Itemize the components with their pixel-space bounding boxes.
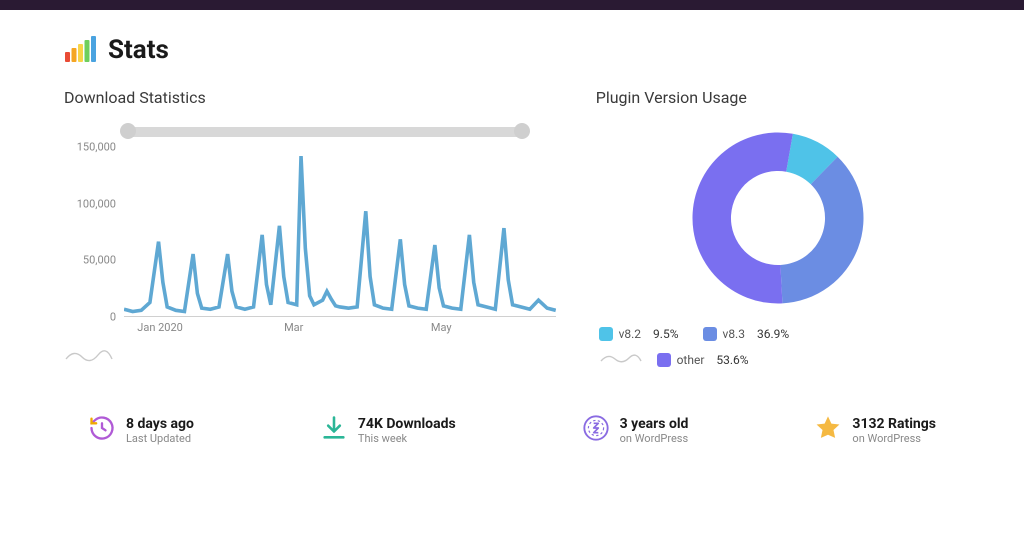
legend-label: v8.2 bbox=[619, 327, 641, 341]
y-tick-label: 150,000 bbox=[77, 141, 116, 154]
legend-value: 53.6% bbox=[716, 353, 748, 367]
legend-swatch bbox=[599, 327, 613, 341]
legend-swatch bbox=[657, 353, 671, 367]
stat-age: 3 years old on WordPress bbox=[582, 414, 689, 446]
legend-swatch bbox=[703, 327, 717, 341]
donut-slice[interactable] bbox=[692, 133, 792, 304]
y-tick-label: 100,000 bbox=[77, 197, 116, 210]
y-tick-label: 0 bbox=[110, 311, 116, 324]
legend-item[interactable]: other 53.6% bbox=[657, 353, 749, 367]
slider-handle-left[interactable] bbox=[120, 123, 136, 139]
legend-value: 9.5% bbox=[653, 327, 678, 341]
donut-legend: v8.2 9.5% v8.3 36.9% other 53.6% bbox=[599, 327, 958, 368]
stat-ratings: 3132 Ratings on WordPress bbox=[814, 414, 936, 446]
x-tick-label: Jan 2020 bbox=[137, 321, 183, 334]
download-line-chart: 050,000100,000150,000 Jan 2020MarMay bbox=[64, 147, 556, 347]
stat-sub: This week bbox=[358, 432, 456, 445]
y-tick-label: 50,000 bbox=[83, 254, 116, 267]
legend-label: other bbox=[677, 353, 705, 367]
stat-downloads: 74K Downloads This week bbox=[320, 414, 456, 446]
stats-bars-icon bbox=[64, 34, 98, 66]
stat-value: 3 years old bbox=[620, 416, 689, 432]
star-icon bbox=[814, 414, 842, 446]
stat-sub: Last Updated bbox=[126, 432, 194, 445]
legend-value: 36.9% bbox=[757, 327, 789, 341]
donut-slice[interactable] bbox=[780, 157, 863, 304]
version-donut-chart: v8.2 9.5% v8.3 36.9% other 53.6% bbox=[596, 123, 960, 368]
time-range-slider[interactable] bbox=[124, 123, 526, 137]
y-axis: 050,000100,000150,000 bbox=[64, 147, 122, 317]
legend-item[interactable]: v8.3 36.9% bbox=[703, 327, 790, 341]
x-tick-label: May bbox=[431, 321, 452, 334]
summary-stats-row: 8 days ago Last Updated 74K Downloads Th… bbox=[64, 414, 960, 446]
plot-area bbox=[124, 147, 556, 317]
legend-item[interactable]: v8.2 9.5% bbox=[599, 327, 679, 341]
mini-overview-icon bbox=[599, 351, 643, 368]
top-bar bbox=[0, 0, 1024, 10]
hourglass-icon bbox=[582, 414, 610, 446]
download-stats-title: Download Statistics bbox=[64, 88, 556, 107]
charts-row: Download Statistics 0 50,000 100,000 150,00… bbox=[64, 88, 960, 368]
mini-overview-icon bbox=[64, 347, 556, 367]
stat-last-updated: 8 days ago Last Updated bbox=[88, 414, 194, 446]
stat-value: 8 days ago bbox=[126, 416, 194, 432]
legend-label: v8.3 bbox=[723, 327, 745, 341]
history-icon bbox=[88, 414, 116, 446]
stat-sub: on WordPress bbox=[620, 432, 689, 445]
stat-value: 3132 Ratings bbox=[852, 416, 936, 432]
stat-sub: on WordPress bbox=[852, 432, 936, 445]
content: Stats Download Statistics 0 50,000 100,000… bbox=[0, 10, 1024, 446]
download-stats-panel: Download Statistics 0 50,000 100,000 150,00… bbox=[64, 88, 556, 368]
stat-value: 74K Downloads bbox=[358, 416, 456, 432]
slider-track bbox=[124, 127, 526, 137]
version-usage-title: Plugin Version Usage bbox=[596, 88, 960, 107]
page-header: Stats bbox=[64, 34, 960, 66]
x-axis: Jan 2020 Mar May bbox=[124, 321, 556, 341]
version-usage-panel: Plugin Version Usage v8.2 9.5% v8.3 36.9% ot… bbox=[596, 88, 960, 368]
slider-handle-right[interactable] bbox=[514, 123, 530, 139]
x-tick-label: Mar bbox=[284, 321, 303, 334]
page-title: Stats bbox=[108, 35, 169, 65]
download-icon bbox=[320, 414, 348, 446]
